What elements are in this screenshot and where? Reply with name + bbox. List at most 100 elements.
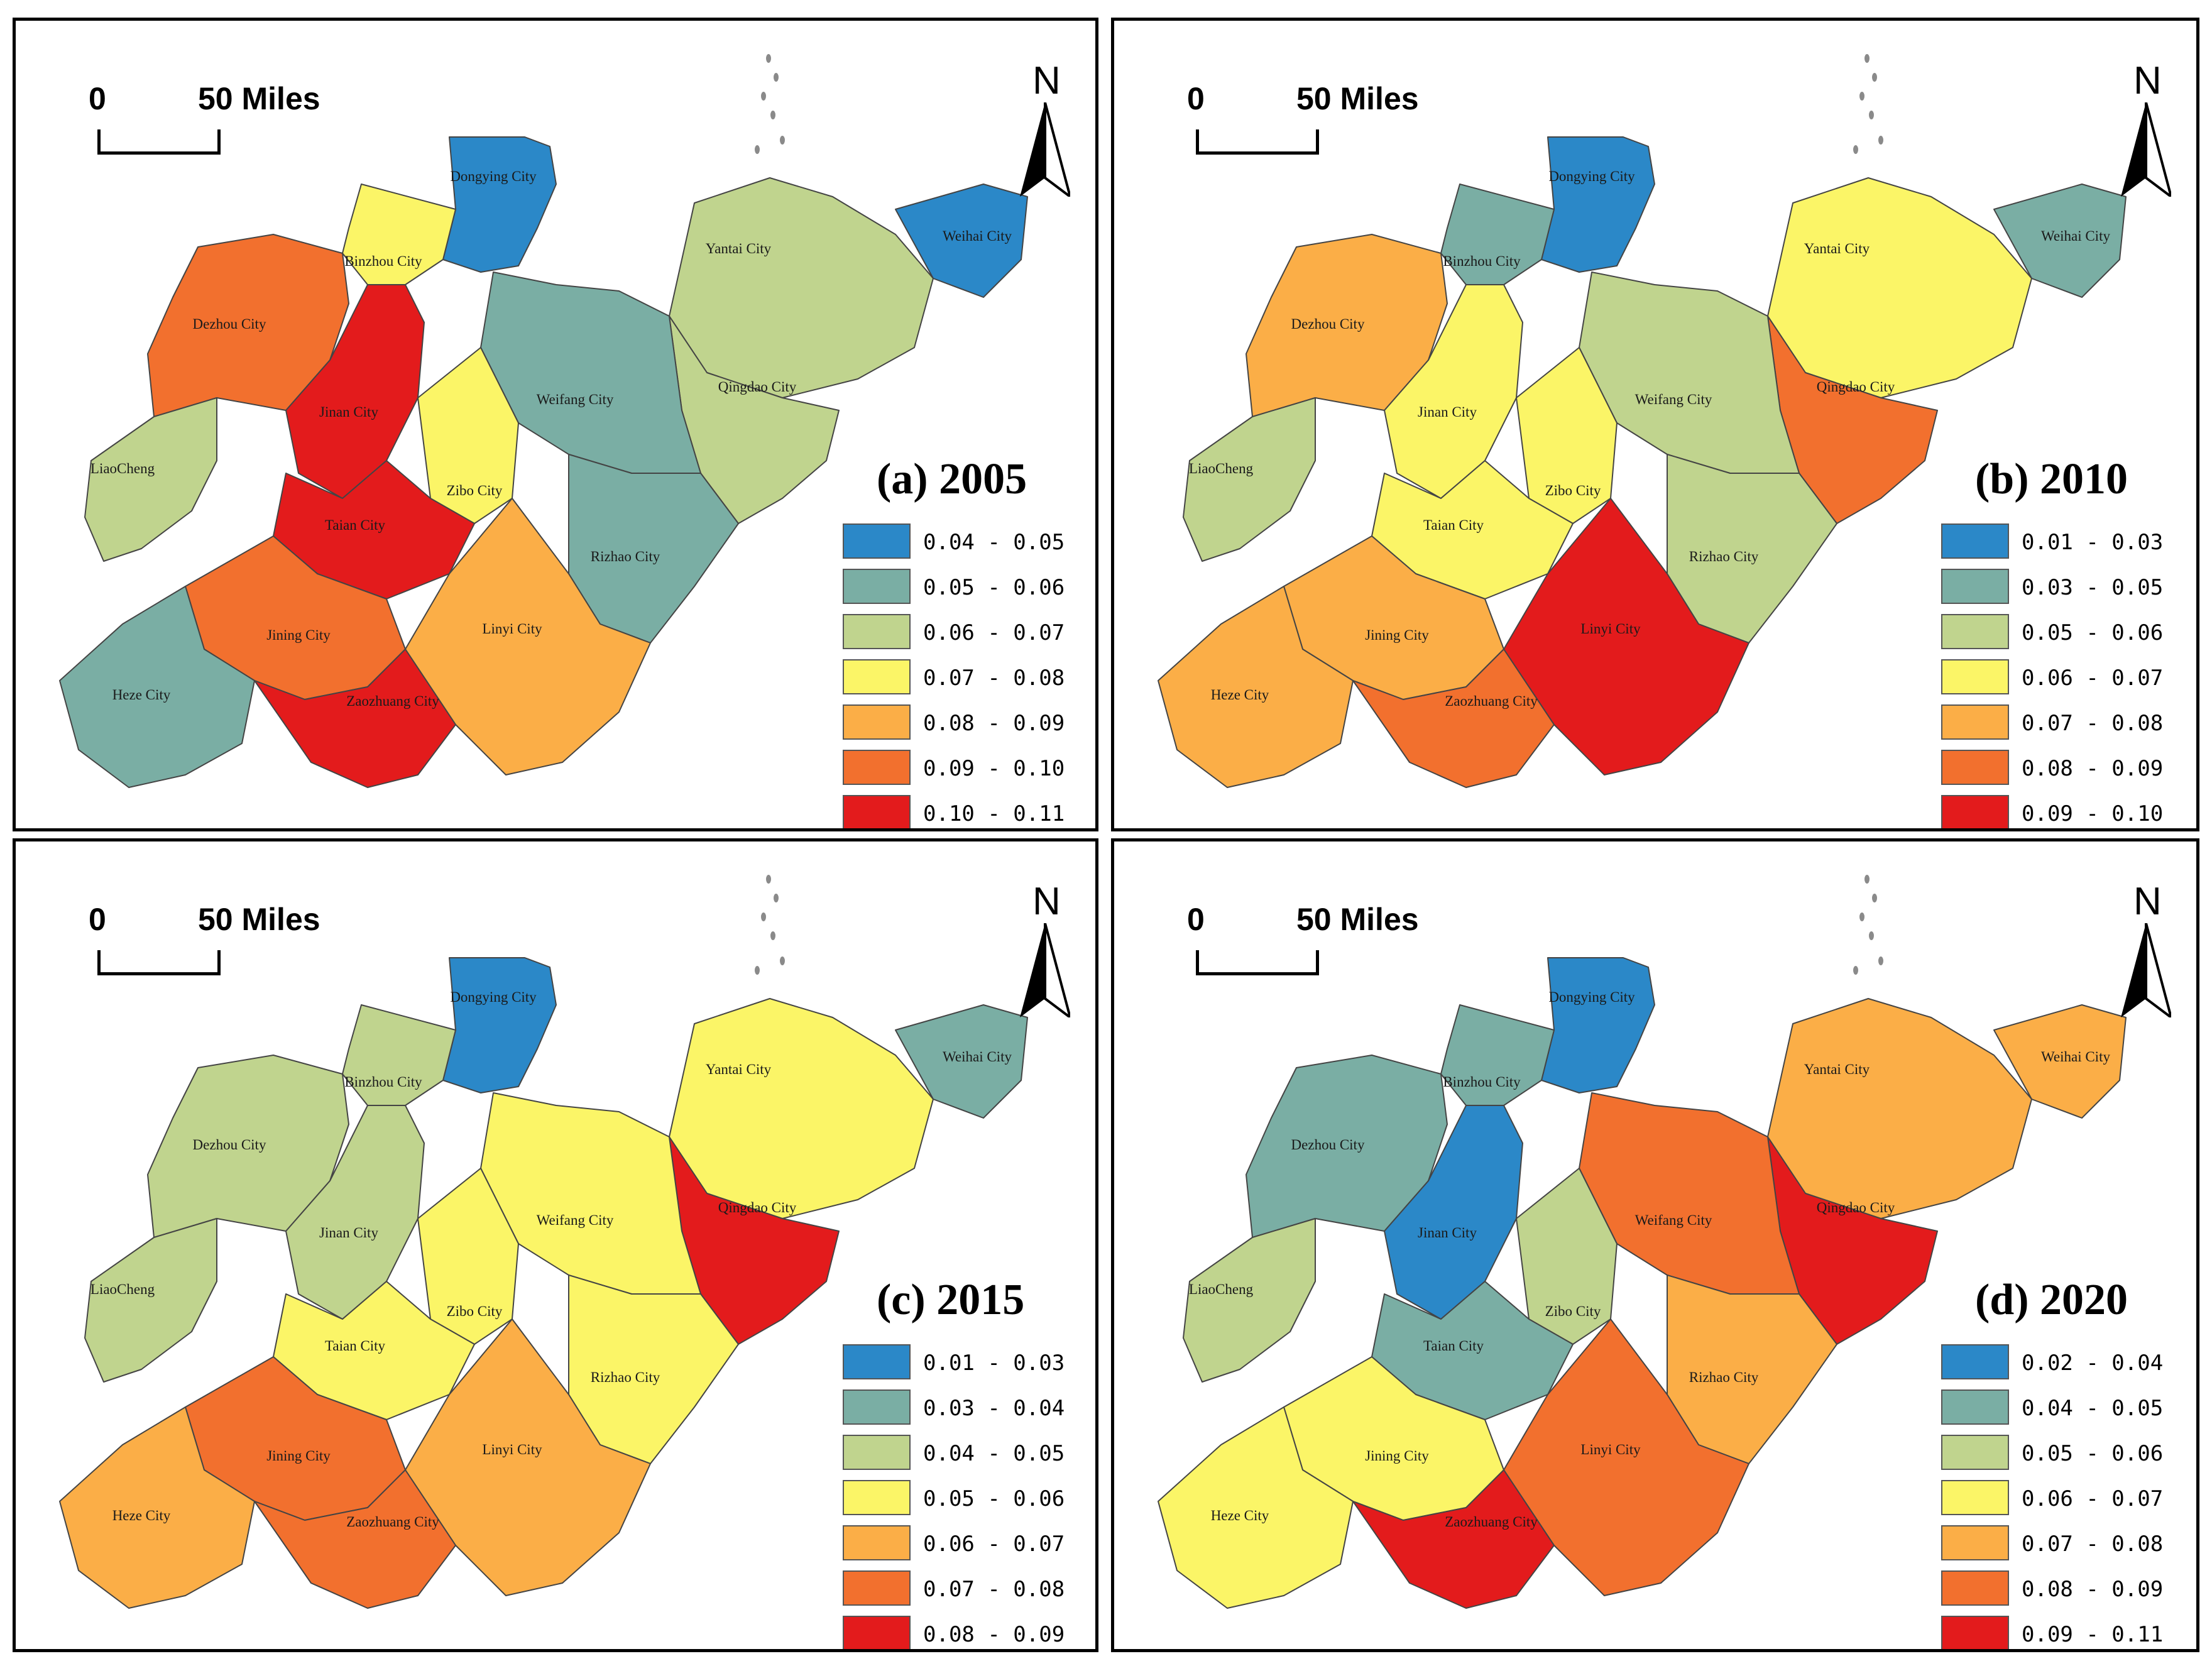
legend-swatch: [1941, 1389, 2009, 1425]
legend-label: 0.01 - 0.03: [923, 1351, 1065, 1376]
region-binzhou-city: [1440, 1004, 1555, 1106]
province-map: Dongying City Binzhou City Yantai City Weih…: [59, 875, 1028, 1609]
region-liaocheng: [1183, 1218, 1316, 1383]
city-label: Dezhou City: [193, 316, 266, 332]
legend-label: 0.08 - 0.09: [2022, 756, 2164, 781]
city-label: Weihai City: [2041, 228, 2110, 244]
region-liaocheng: [1183, 397, 1316, 562]
region-jinan-city: [285, 284, 425, 499]
legend-label: 0.02 - 0.04: [2022, 1351, 2164, 1376]
island-mark: [1878, 136, 1883, 145]
legend-swatch: [1941, 1525, 2009, 1560]
legend-label: 0.10 - 0.11: [923, 801, 1065, 826]
city-label: Heze City: [112, 1508, 171, 1523]
legend-swatch: [843, 1344, 911, 1379]
region-yantai-city: [669, 998, 934, 1219]
north-arrow-icon: [2121, 102, 2171, 197]
city-label: Linyi City: [1580, 621, 1641, 637]
island-mark: [761, 92, 766, 101]
legend-label: 0.04 - 0.05: [923, 530, 1065, 555]
panel-title: (b) 2010: [1975, 455, 2128, 503]
city-label: Weihai City: [2041, 1049, 2110, 1065]
north-label: N: [2133, 880, 2162, 923]
city-label: LiaoCheng: [1189, 461, 1254, 476]
region-zaozhuang-city: [254, 649, 456, 788]
region-weihai-city: [895, 1004, 1028, 1119]
region-liaocheng: [84, 397, 217, 562]
city-label: Zaozhuang City: [346, 1514, 439, 1530]
legend-swatch: [843, 1570, 911, 1606]
scale-distance: 50 Miles: [1296, 81, 1419, 116]
city-label: Linyi City: [482, 1442, 542, 1457]
island-mark: [766, 875, 771, 884]
legend-label: 0.06 - 0.07: [2022, 1486, 2164, 1511]
island-mark: [1859, 912, 1864, 921]
legend-swatch: [1941, 750, 2009, 785]
legend-swatch: [843, 1389, 911, 1425]
city-label: Weifang City: [1635, 392, 1712, 407]
panel-title: (c) 2015: [877, 1276, 1025, 1324]
city-label: Dongying City: [450, 168, 537, 184]
north-arrow-icon: [1020, 923, 1070, 1017]
city-label: Rizhao City: [1689, 549, 1759, 564]
city-label: Dongying City: [1548, 989, 1635, 1005]
city-label: Zaozhuang City: [346, 693, 439, 709]
north-label: N: [2133, 59, 2162, 102]
city-label: Binzhou City: [344, 1074, 422, 1090]
region-jinan-city: [1384, 1105, 1523, 1320]
legend-label: 0.04 - 0.05: [923, 1441, 1065, 1466]
region-heze-city: [59, 586, 255, 788]
legend-label: 0.07 - 0.08: [2022, 711, 2164, 736]
legend-label: 0.09 - 0.11: [2022, 1622, 2164, 1647]
region-weihai-city: [1993, 1004, 2127, 1119]
city-label: Jining City: [266, 627, 331, 643]
legend-label: 0.03 - 0.05: [2022, 575, 2164, 600]
island-mark: [1878, 956, 1883, 965]
city-label: Weifang City: [537, 1212, 614, 1228]
city-label: Taian City: [325, 1338, 386, 1354]
legend-label: 0.06 - 0.07: [923, 620, 1065, 645]
city-label: Zibo City: [1545, 483, 1601, 498]
north-arrow: N: [1014, 58, 1083, 203]
island-mark: [1864, 54, 1870, 63]
city-label: Yantai City: [706, 241, 772, 256]
scale-zero: 0: [1187, 902, 1205, 937]
city-label: Weihai City: [943, 1049, 1012, 1065]
legend-label: 0.08 - 0.09: [923, 711, 1065, 736]
scale-line: [1196, 129, 1319, 155]
panel-2015: Dongying City Binzhou City Yantai City Weih…: [13, 838, 1098, 1652]
legend-swatch: [1941, 1344, 2009, 1379]
island-mark: [1859, 92, 1864, 101]
scale-zero: 0: [89, 81, 106, 116]
north-arrow-icon: [2121, 923, 2171, 1017]
legend-swatch: [843, 614, 911, 649]
city-label: Binzhou City: [344, 253, 422, 269]
legend-swatch: [1941, 704, 2009, 740]
city-label: Rizhao City: [1689, 1369, 1759, 1385]
island-mark: [1872, 894, 1877, 902]
scale-line: [1196, 950, 1319, 975]
legend-swatch: [843, 1480, 911, 1515]
city-label: Qingdao City: [1817, 1200, 1895, 1215]
legend-swatch: [843, 1616, 911, 1649]
legend-label: 0.07 - 0.08: [923, 666, 1065, 691]
city-label: Qingdao City: [718, 1200, 797, 1215]
region-heze-city: [1158, 1406, 1354, 1609]
region-weihai-city: [1993, 184, 2127, 298]
legend-label: 0.06 - 0.07: [2022, 666, 2164, 691]
legend-swatch: [843, 750, 911, 785]
region-dongying-city: [442, 136, 557, 273]
city-label: Heze City: [112, 687, 171, 703]
city-label: Taian City: [1423, 517, 1484, 533]
island-mark: [770, 111, 775, 119]
island-mark: [774, 73, 779, 82]
region-zaozhuang-city: [1352, 1469, 1555, 1609]
legend-label: 0.08 - 0.09: [923, 1622, 1065, 1647]
island-mark: [780, 956, 785, 965]
scale-bar: 0 50 Miles: [79, 80, 320, 156]
island-mark: [1853, 966, 1858, 975]
legend-label: 0.05 - 0.06: [2022, 620, 2164, 645]
scale-distance: 50 Miles: [198, 902, 320, 937]
region-binzhou-city: [342, 184, 456, 285]
north-label: N: [1032, 880, 1061, 923]
